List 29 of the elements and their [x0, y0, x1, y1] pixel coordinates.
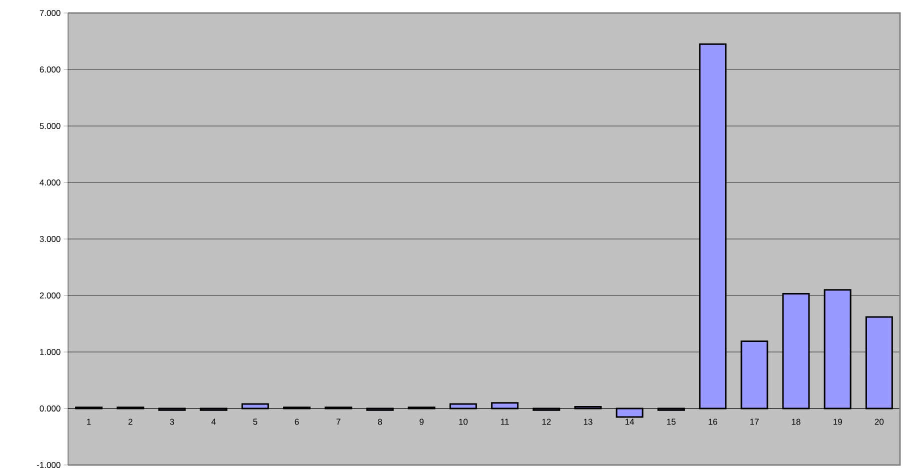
x-tick-label: 9 — [420, 418, 424, 425]
x-tick-label: 19 — [834, 418, 842, 425]
y-tick-label: 3.000 — [40, 236, 60, 242]
y-tick-label: 7.000 — [40, 10, 60, 16]
x-tick-label: 16 — [708, 418, 718, 425]
y-tick-label: 0.000 — [40, 405, 60, 412]
x-tick-label: 12 — [542, 418, 551, 425]
x-tick-label: 4 — [211, 418, 216, 425]
x-tick-label: 15 — [667, 418, 676, 425]
y-tick-label: 4.000 — [40, 179, 60, 186]
x-tick-label: 10 — [459, 418, 468, 425]
x-tick-label: 1 — [87, 418, 91, 425]
x-tick-label: 3 — [170, 418, 174, 425]
x-tick-label: 11 — [501, 418, 509, 425]
x-tick-label: 2 — [128, 418, 132, 425]
x-tick-label: 8 — [378, 418, 382, 425]
x-tick-label: 13 — [584, 418, 592, 425]
x-tick-label: 14 — [626, 418, 634, 425]
y-tick-label: 2.000 — [40, 292, 60, 298]
y-tick-label: -1.000 — [36, 462, 60, 468]
x-tick-label: 17 — [750, 418, 759, 425]
x-tick-label: 18 — [792, 418, 800, 425]
y-tick-label: 6.000 — [40, 66, 60, 73]
x-tick-label: 20 — [874, 418, 884, 425]
y-tick-label: 1.000 — [40, 348, 60, 355]
x-tick-label: 5 — [253, 418, 258, 425]
y-tick-label: 5.000 — [40, 122, 60, 130]
x-tick-label: 7 — [336, 418, 340, 425]
x-tick-label: 6 — [294, 418, 299, 425]
